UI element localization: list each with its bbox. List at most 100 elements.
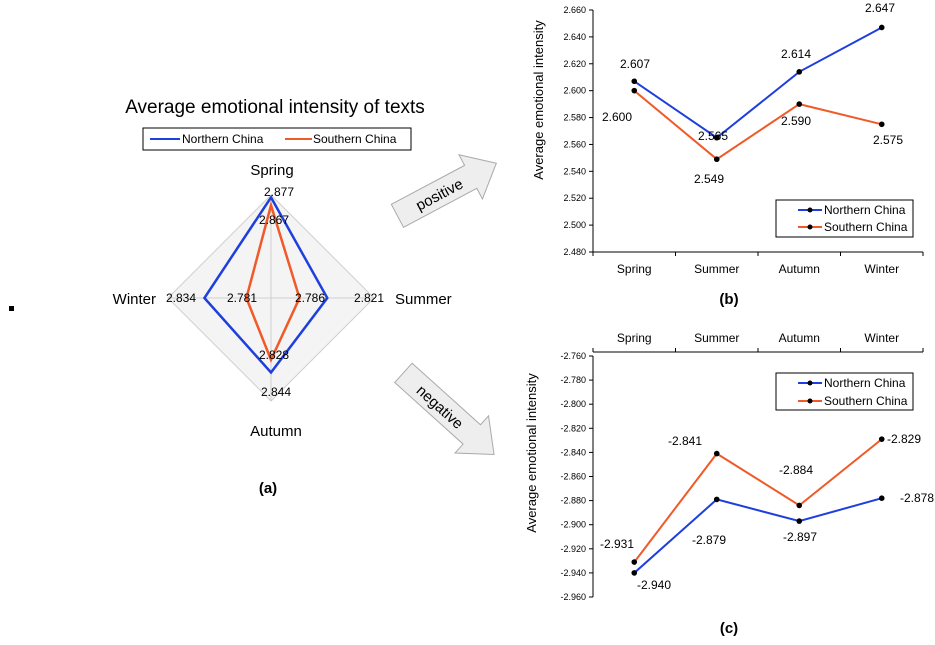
c-point-south [796,502,803,509]
radar-legend-south-label: Southern China [313,132,397,146]
radar-axis-autumn: Autumn [250,423,302,440]
c-ytick-label: -2.880 [560,496,586,506]
c-point-north [713,496,720,503]
c-ytick-label: -2.800 [560,399,586,409]
radar-legend: Northern China Southern China [142,127,412,151]
radar-grid [167,194,375,402]
radar-series-south [245,200,301,363]
b-ytick-label: 2.620 [563,59,586,69]
radar-label-north-autumn: 2.844 [261,385,291,399]
radar-panel: Average emotional intensity of texts Nor… [113,97,452,497]
b-ytick-label: 2.640 [563,32,586,42]
negative-arrow: negative [394,362,495,456]
negative-arrow-shape [394,362,495,456]
panel-b-legend: Northern China Southern China [775,199,914,238]
panel-b-label-south-summer: 2.549 [694,172,724,186]
c-ytick-label: -2.840 [560,447,586,457]
radar-label-south-summer: 2.786 [295,291,325,305]
radar-label-south-winter: 2.781 [227,291,257,305]
radar-series-north [202,195,329,375]
c-ytick-label: -2.960 [560,592,586,602]
panel-c-label-north-spring: -2.940 [637,578,671,592]
c-ytick-label: -2.940 [560,568,586,578]
c-xtick-label: Autumn [779,331,820,345]
panel-b-points [631,24,885,163]
radar-label-south-autumn: 2.828 [259,348,289,362]
b-ytick-label: 2.520 [563,193,586,203]
panel-c-label-south-summer: -2.841 [668,434,702,448]
panel-b-label-south-spring: 2.600 [602,110,632,124]
b-point-south [878,121,885,128]
panel-b-series-north [633,26,883,139]
panel-c-label-north-winter: -2.878 [900,491,934,505]
radar-title: Average emotional intensity of texts [125,97,425,118]
panel-b-label-north-autumn: 2.614 [781,47,811,61]
panel-c-label-north-autumn: -2.897 [783,530,817,544]
radar-axis-spring: Spring [250,162,293,179]
panel-c-points [631,436,885,576]
c-xtick-label: Spring [617,331,652,345]
panel-label-b: (b) [719,291,738,308]
panel-c-xticks: Spring Summer Autumn Winter [592,331,924,352]
radar-label-north-summer: 2.821 [354,291,384,305]
c-point-south [878,436,885,442]
b-ytick-label: 2.580 [563,113,586,123]
panel-c-label-south-winter: -2.829 [887,432,921,446]
c-point-north [878,495,885,501]
panel-b-label-south-autumn: 2.590 [781,114,811,128]
b-point-south [796,101,803,107]
line-panel-b: Average emotional intensity 2.4802.5002.… [531,1,924,308]
panel-c-series-north [633,497,883,574]
panel-b-legend-north-label: Northern China [824,203,906,217]
radar-axis-winter: Winter [113,291,156,308]
c-xtick-label: Summer [694,331,739,345]
panel-b-xticks: Spring Summer Autumn Winter [592,252,924,276]
b-xtick-label: Winter [864,262,899,276]
b-ytick-label: 2.660 [563,5,586,15]
radar-axis-summer: Summer [395,291,452,308]
b-ytick-label: 2.540 [563,166,586,176]
bullet-marker [9,306,14,311]
panel-b-legend-box [775,199,914,238]
b-point-north [713,134,720,141]
b-ytick-label: 2.560 [563,139,586,149]
panel-b-label-north-spring: 2.607 [620,57,650,71]
c-point-north [631,570,638,576]
panel-b-ylabel: Average emotional intensity [531,20,546,180]
panel-c-legend-north-marker [807,380,813,386]
c-ytick-label: -2.760 [560,351,586,361]
panel-label-c: (c) [720,620,738,637]
panel-c-label-south-autumn: -2.884 [779,463,813,477]
b-xtick-label: Spring [617,262,652,276]
positive-arrow: positive [390,154,498,228]
panel-b-label-north-winter: 2.647 [865,1,895,15]
panel-c-legend-south-marker [807,398,813,404]
panel-b-yticks: 2.480 2.500 2.520 2.540 2.560 2.580 2.600 2.620… [563,5,593,257]
panel-b-legend-south-label: Southern China [824,220,908,234]
panel-c-yticks: -2.760 -2.780 -2.800 -2.820 -2.840 -2.860 -2.8… [560,351,593,602]
c-ytick-label: -2.780 [560,375,586,385]
b-ytick-label: 2.600 [563,86,586,96]
c-point-south [713,450,720,457]
panel-c-label-north-summer: -2.879 [692,533,726,547]
panel-c-ylabel: Average emotional intensity [524,373,539,533]
c-point-north [796,518,803,524]
positive-arrow-shape [390,154,498,228]
radar-label-north-spring: 2.877 [264,185,294,199]
b-point-south [713,156,720,163]
panel-b-legend-south-marker [807,224,813,230]
b-ytick-label: 2.500 [563,220,586,230]
radar-label-south-spring: 2.867 [259,213,289,227]
radar-legend-north-label: Northern China [182,132,264,146]
b-ytick-label: 2.480 [563,247,586,257]
b-point-north [878,24,885,31]
panel-b-label-south-winter: 2.575 [873,133,903,147]
panel-label-a: (a) [259,480,277,497]
radar-legend-box [142,127,412,151]
b-point-north [796,69,803,75]
line-panel-c: Average emotional intensity -2.760 -2.780… [524,331,934,637]
c-ytick-label: -2.920 [560,544,586,554]
panel-c-legend-south-label: Southern China [824,394,908,408]
c-ytick-label: -2.820 [560,423,586,433]
